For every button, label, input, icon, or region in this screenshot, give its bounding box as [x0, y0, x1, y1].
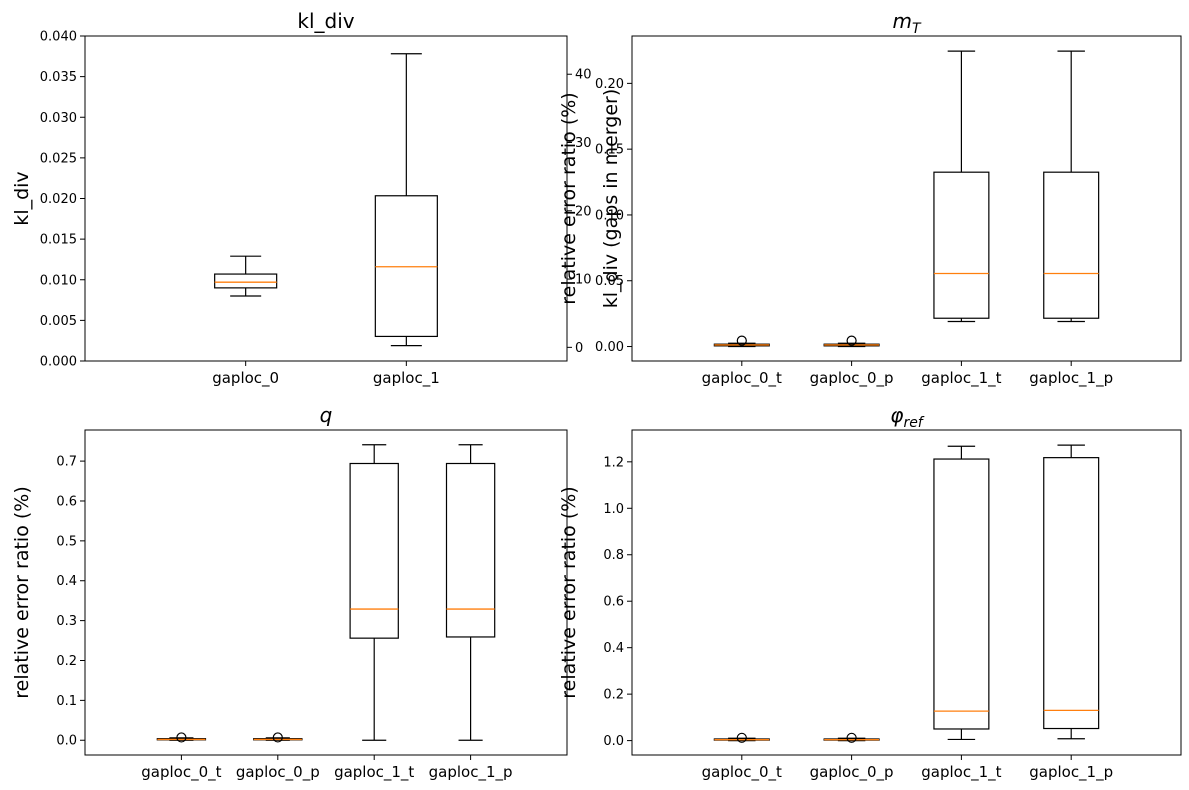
y-tick-label: 0.6 [56, 494, 77, 509]
y-tick-label: 0.1 [56, 694, 77, 709]
box-gaploc_1_t [933, 50, 990, 323]
y-tick-label: 0.0 [56, 734, 77, 749]
y-tick-label: 0.040 [40, 30, 77, 45]
x-tick-label: gaploc_1 [373, 369, 440, 388]
y-tick-label: 0.005 [40, 314, 77, 329]
y-tick-label: 0.00 [595, 340, 624, 355]
y-tick-label: 0.4 [56, 574, 77, 589]
box-body [374, 195, 438, 338]
chart-title: φref [890, 403, 925, 431]
y-axis-label: relative error ratio (%) [558, 486, 580, 698]
y-tick-label: 1.0 [603, 502, 624, 517]
y-axis-label: kl_div [11, 171, 33, 225]
box-body [349, 462, 399, 639]
right-y-tick-label: 10 [575, 273, 592, 288]
right-y-tick-label: 20 [575, 204, 592, 219]
box-gaploc_0_p [253, 732, 303, 743]
box-body [1043, 457, 1100, 730]
chart-title: q [320, 403, 333, 427]
y-tick-label: 0.4 [603, 641, 624, 656]
y-tick-label: 0.7 [56, 455, 77, 470]
axes-frame [631, 429, 1182, 756]
y-tick-label: 0.0 [603, 734, 624, 749]
box-gaploc_1_t [349, 444, 399, 741]
box-gaploc_0_t [156, 732, 207, 743]
x-tick-label: gaploc_1_p [1029, 369, 1113, 388]
y-tick-label: 0.025 [40, 151, 77, 166]
outlier-point [846, 732, 857, 743]
box-body [933, 458, 990, 730]
y-tick-label: 0.20 [595, 77, 624, 92]
y-axis-label: relative error ratio (%) [11, 486, 33, 698]
axes-frame [631, 35, 1182, 362]
x-tick-label: gaploc_0_p [236, 763, 320, 782]
y-tick-label: 0.05 [595, 274, 624, 289]
right-y-tick-label: 0 [575, 341, 583, 356]
y-tick-label: 0.10 [595, 208, 624, 223]
chart-panel-2: 0.00 0.05 0.10 0.15 0.20 gaploc_0_t gaploc_0_p… [558, 9, 1182, 388]
box-gaploc_0_p [823, 335, 880, 348]
outlier-point [176, 732, 187, 743]
box-gaploc_1_p [445, 444, 496, 741]
y-tick-label: 0.3 [56, 614, 77, 629]
box-gaploc_0_p [823, 732, 880, 743]
box-body [214, 273, 278, 289]
y-tick-label: 0.030 [40, 111, 77, 126]
box-gaploc_0_t [713, 335, 770, 348]
outlier-point [736, 335, 747, 346]
axes-frame [84, 429, 568, 756]
right-y-tick-label: 40 [575, 68, 592, 83]
y-tick-label: 1.2 [603, 455, 624, 470]
y-tick-label: 0.2 [56, 654, 77, 669]
right-y-axis-label: kl_div (gaps in merger) [600, 89, 622, 309]
x-tick-label: gaploc_0_p [810, 369, 894, 388]
box-gaploc_1 [374, 53, 438, 347]
y-tick-label: 0.15 [595, 143, 624, 158]
right-y-tick-label: 30 [575, 136, 592, 151]
box-gaploc_0_t [713, 732, 770, 743]
y-tick-label: 0.2 [603, 688, 624, 703]
y-tick-label: 0.010 [40, 273, 77, 288]
box-gaploc_1_p [1043, 444, 1100, 740]
y-tick-label: 0.015 [40, 233, 77, 248]
box-body [445, 462, 496, 638]
y-tick-label: 0.8 [603, 548, 624, 563]
x-tick-label: gaploc_0_t [702, 369, 782, 388]
x-tick-label: gaploc_1_t [334, 763, 414, 782]
y-tick-label: 0.000 [40, 355, 77, 370]
chart-title: kl_div [297, 9, 354, 33]
outlier-point [736, 732, 747, 743]
chart-panel-3: 0.0 0.1 0.2 0.3 0.4 0.5 0.6 0.7 gaploc_0_t gaploc… [11, 403, 568, 782]
y-tick-label: 0.5 [56, 534, 77, 549]
x-tick-label: gaploc_0_p [810, 763, 894, 782]
x-tick-label: gaploc_1_t [921, 369, 1001, 388]
x-tick-label: gaploc_0 [212, 369, 279, 388]
box-body [1043, 171, 1100, 319]
chart-panel-1: 0.0000.0050.0100.0150.0200.0250.0300.035… [11, 9, 622, 388]
outlier-point [846, 335, 857, 346]
x-tick-label: gaploc_0_t [141, 763, 221, 782]
chart-panel-4: 0.0 0.2 0.4 0.6 0.8 1.0 1.2 gaploc_0_t gaploc_0_… [558, 403, 1182, 782]
box-gaploc_0 [214, 255, 278, 297]
outlier-point [272, 732, 283, 743]
axes-frame [84, 35, 568, 362]
y-tick-label: 0.020 [40, 192, 77, 207]
x-tick-label: gaploc_1_p [429, 763, 513, 782]
x-tick-label: gaploc_0_t [702, 763, 782, 782]
chart-title: mT [892, 9, 921, 37]
box-gaploc_1_p [1043, 50, 1100, 323]
x-tick-label: gaploc_1_t [921, 763, 1001, 782]
y-axis-label: relative error ratio (%) [558, 92, 580, 304]
box-body [933, 171, 990, 319]
y-tick-label: 0.035 [40, 70, 77, 85]
y-tick-label: 0.6 [603, 595, 624, 610]
x-tick-label: gaploc_1_p [1029, 763, 1113, 782]
box-gaploc_1_t [933, 445, 990, 741]
